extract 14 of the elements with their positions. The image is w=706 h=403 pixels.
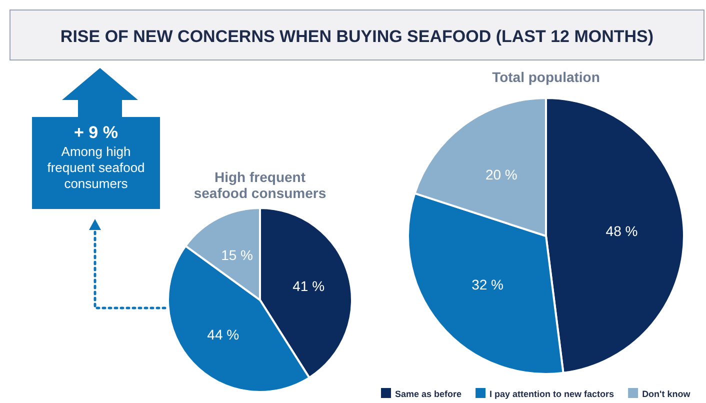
text: + 9 % [74,123,118,142]
data-label: 48 % [606,223,638,240]
legend-label: I pay attention to new factors [490,389,614,399]
chart-title: Total population [492,69,600,85]
text: RISE OF NEW CONCERNS WHEN BUYING SEAFOOD (LAST 12 MONTHS) [60,27,654,46]
legend-label: Don't know [642,389,692,399]
data-label: 41 % [292,278,325,294]
data-label: 44 % [207,326,240,343]
data-label: 20 % [485,166,518,183]
chart-title: High frequent seafood consumers [194,169,326,201]
legend-label: Same as before [395,389,462,399]
data-label: 15 % [221,246,253,263]
data-label: 32 % [472,276,504,292]
text: Among high frequent seafood consumers [47,144,145,191]
